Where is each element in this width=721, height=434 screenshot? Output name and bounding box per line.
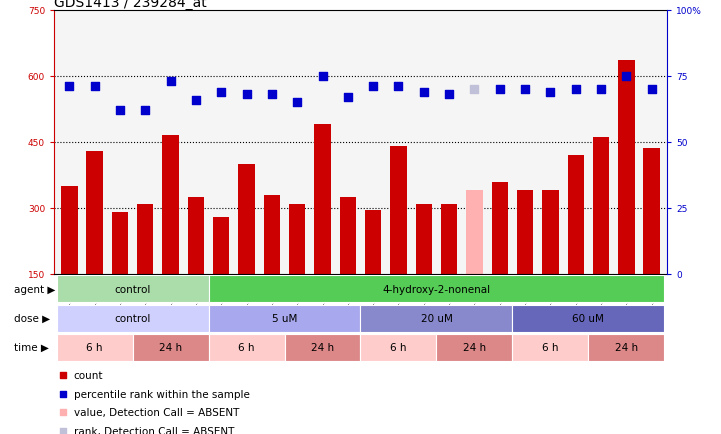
Bar <box>340 197 356 274</box>
Bar <box>390 147 407 274</box>
Point <box>519 86 531 93</box>
Text: value, Detection Call = ABSENT: value, Detection Call = ABSENT <box>74 408 239 418</box>
Point <box>190 97 202 104</box>
Point <box>494 86 505 93</box>
Bar <box>87 151 103 274</box>
Point <box>570 86 582 93</box>
Point <box>368 84 379 91</box>
Point <box>342 94 353 101</box>
Bar <box>208 334 285 361</box>
Text: 6 h: 6 h <box>87 342 103 352</box>
Text: 6 h: 6 h <box>390 342 407 352</box>
Point <box>393 84 404 91</box>
Bar <box>61 187 77 274</box>
Bar <box>57 276 208 303</box>
Bar <box>264 195 280 274</box>
Bar <box>208 305 360 332</box>
Text: agent ▶: agent ▶ <box>14 284 56 294</box>
Bar <box>137 204 154 274</box>
Point <box>317 73 328 80</box>
Bar <box>57 334 133 361</box>
Text: GDS1413 / 239284_at: GDS1413 / 239284_at <box>54 0 207 10</box>
Text: 5 uM: 5 uM <box>272 313 297 323</box>
Point <box>216 89 227 96</box>
Bar <box>57 305 208 332</box>
Bar <box>513 305 664 332</box>
Point <box>438 200 450 207</box>
Bar <box>466 191 482 274</box>
Bar <box>436 334 513 361</box>
Bar <box>285 334 360 361</box>
Text: 6 h: 6 h <box>542 342 559 352</box>
Point <box>621 73 632 80</box>
Bar <box>567 156 584 274</box>
Point <box>438 369 450 376</box>
Bar <box>517 191 534 274</box>
Bar <box>513 334 588 361</box>
Bar <box>239 164 255 274</box>
Bar <box>213 217 229 274</box>
Text: control: control <box>115 284 151 294</box>
Text: 24 h: 24 h <box>159 342 182 352</box>
Point <box>291 99 303 106</box>
Text: count: count <box>74 370 103 380</box>
Point <box>139 108 151 115</box>
Bar <box>588 334 664 361</box>
Text: 6 h: 6 h <box>238 342 255 352</box>
Text: 24 h: 24 h <box>463 342 486 352</box>
Point <box>443 92 455 99</box>
Text: 24 h: 24 h <box>615 342 638 352</box>
Bar <box>618 61 634 274</box>
Point <box>63 84 75 91</box>
Point <box>266 92 278 99</box>
Bar <box>644 149 660 274</box>
Bar <box>112 213 128 274</box>
Point <box>469 86 480 93</box>
Text: 24 h: 24 h <box>311 342 334 352</box>
Bar <box>365 210 381 274</box>
Bar <box>492 182 508 274</box>
Point <box>544 89 556 96</box>
Point <box>596 86 607 93</box>
Text: percentile rank within the sample: percentile rank within the sample <box>74 389 249 399</box>
Bar <box>289 204 306 274</box>
Point <box>418 89 430 96</box>
Bar <box>542 191 559 274</box>
Text: 20 uM: 20 uM <box>420 313 452 323</box>
Text: 60 uM: 60 uM <box>572 313 604 323</box>
Bar <box>415 204 432 274</box>
Text: dose ▶: dose ▶ <box>14 313 50 323</box>
Bar <box>314 125 331 274</box>
Text: time ▶: time ▶ <box>14 342 49 352</box>
Bar <box>360 305 513 332</box>
Point <box>646 86 658 93</box>
Point <box>438 30 450 37</box>
Point <box>114 108 125 115</box>
Text: 4-hydroxy-2-nonenal: 4-hydroxy-2-nonenal <box>382 284 490 294</box>
Text: rank, Detection Call = ABSENT: rank, Detection Call = ABSENT <box>74 426 234 434</box>
Bar <box>208 276 664 303</box>
Point <box>165 79 177 85</box>
Bar <box>133 334 208 361</box>
Bar <box>187 197 204 274</box>
Bar <box>360 334 436 361</box>
Bar <box>441 204 457 274</box>
Bar <box>593 138 609 274</box>
Point <box>241 92 252 99</box>
Text: control: control <box>115 313 151 323</box>
Bar <box>162 136 179 274</box>
Point <box>89 84 100 91</box>
